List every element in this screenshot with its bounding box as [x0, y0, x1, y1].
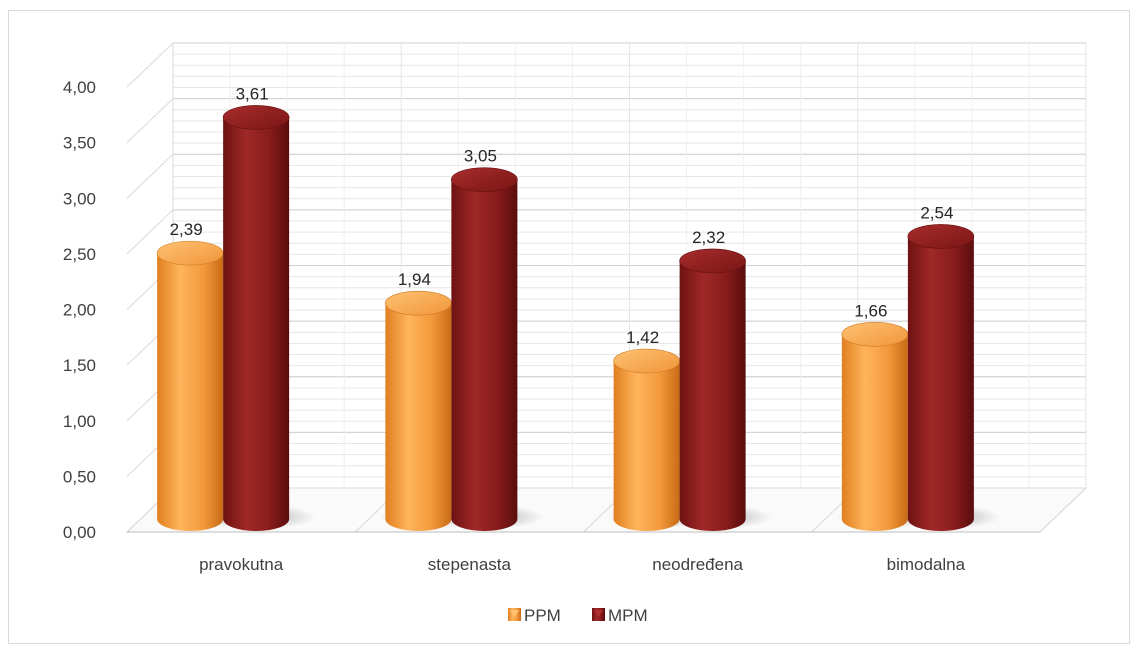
data-label: 2,54	[920, 203, 953, 222]
bar-mpm	[907, 236, 974, 532]
data-label: 1,94	[398, 270, 431, 289]
x-category-label: pravokutna	[199, 555, 284, 574]
legend-swatch-highlight	[594, 610, 603, 617]
bar-top-mpm	[679, 248, 746, 274]
bar-top-mpm	[451, 167, 518, 192]
x-category-label: bimodalna	[887, 555, 966, 574]
bar-top-ppm	[385, 290, 452, 316]
data-label: 3,61	[236, 84, 269, 103]
data-label: 2,39	[170, 220, 203, 239]
y-tick-label: 4,00	[63, 78, 96, 97]
bar-ppm	[385, 303, 452, 531]
y-tick-label: 0,00	[63, 523, 96, 542]
x-category-label: neodređena	[652, 555, 743, 574]
bar-ppm	[613, 361, 680, 531]
legend-label-ppm: PPM	[524, 606, 561, 625]
data-label: 1,66	[854, 301, 887, 320]
legend-label-mpm: MPM	[608, 606, 648, 625]
bar-top-mpm	[907, 224, 975, 249]
y-tick-label: 1,50	[63, 356, 96, 375]
y-tick-label: 3,50	[63, 134, 96, 153]
y-tick-label: 3,00	[63, 189, 96, 208]
y-tick-label: 1,00	[63, 412, 96, 431]
y-tick-label: 0,50	[63, 467, 96, 486]
y-tick-label: 2,50	[63, 245, 96, 264]
floor-divider	[1039, 487, 1087, 533]
side-wall-gridline	[126, 153, 174, 199]
bar-top-ppm	[613, 348, 680, 374]
bar-mpm	[679, 260, 746, 531]
bar-ppm	[157, 253, 224, 532]
bar-ppm	[841, 334, 908, 531]
bar-top-ppm	[156, 240, 224, 266]
bar-mpm	[451, 179, 518, 531]
bar-top-mpm	[222, 105, 290, 130]
legend-swatch-highlight	[510, 610, 519, 617]
data-label: 1,42	[626, 328, 659, 347]
side-wall-gridline	[126, 209, 174, 255]
y-tick-label: 2,00	[63, 301, 96, 320]
x-category-label: stepenasta	[428, 555, 512, 574]
side-wall-gridline	[126, 98, 174, 143]
bar-mpm	[223, 117, 290, 531]
bar-top-ppm	[841, 322, 909, 347]
data-label: 3,05	[464, 147, 497, 166]
side-wall-gridline	[126, 42, 174, 88]
data-label: 2,32	[692, 228, 725, 247]
